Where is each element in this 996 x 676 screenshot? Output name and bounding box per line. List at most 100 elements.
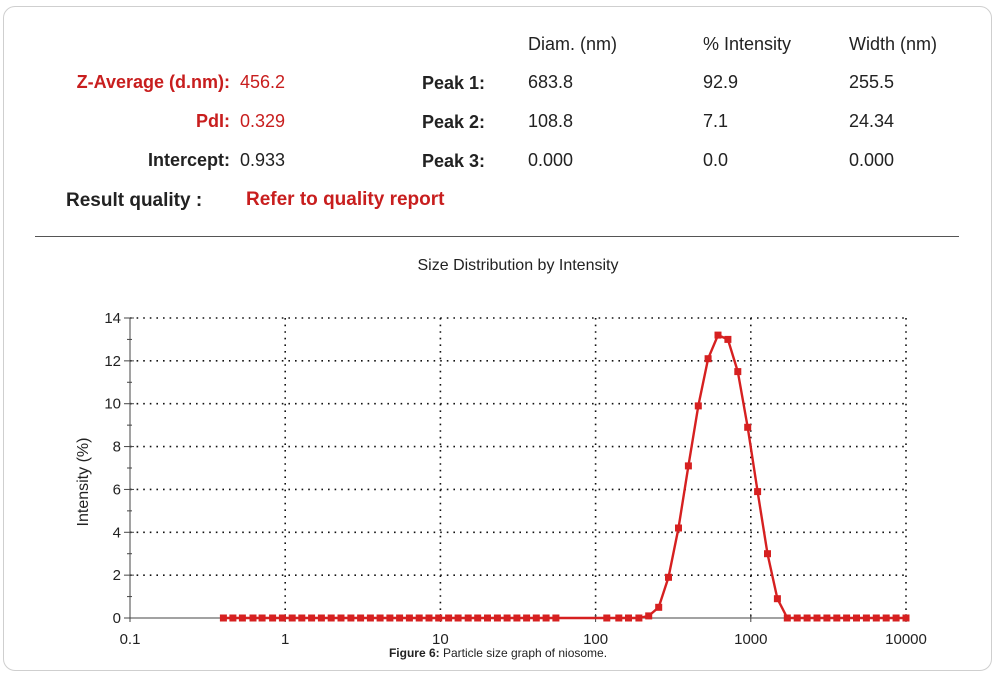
data-point <box>744 423 752 431</box>
data-point <box>288 614 296 622</box>
x-tick-label: 10 <box>432 631 449 648</box>
data-point <box>635 614 643 622</box>
y-tick-label: 8 <box>113 439 121 456</box>
data-point <box>882 614 890 622</box>
data-point <box>238 614 246 622</box>
caption-prefix: Figure 6: <box>388 646 440 660</box>
peak-3-intensity: 0.0 <box>703 150 729 170</box>
result-quality-label: Result quality : <box>66 190 203 211</box>
data-point <box>803 614 811 622</box>
data-point <box>229 614 237 622</box>
peak-1-label: Peak 1: <box>421 73 485 93</box>
intercept-value: 0.933 <box>240 150 286 170</box>
pdi-value: 0.329 <box>240 111 286 131</box>
peak-2-diam: 108.8 <box>528 111 574 131</box>
data-point <box>357 614 365 622</box>
col-header-intensity: % Intensity <box>703 34 792 54</box>
data-point <box>219 614 227 622</box>
data-point <box>415 614 423 622</box>
y-tick-label: 6 <box>113 481 121 498</box>
data-point <box>435 614 443 622</box>
x-tick-label: 100 <box>583 631 608 648</box>
data-point <box>337 614 345 622</box>
data-point <box>552 614 560 622</box>
data-point <box>694 402 702 410</box>
data-point <box>724 335 732 343</box>
peak-2-label: Peak 2: <box>421 112 485 132</box>
data-point <box>684 462 692 470</box>
data-point <box>793 614 801 622</box>
data-point <box>645 612 653 620</box>
data-point <box>347 614 355 622</box>
data-point <box>396 614 404 622</box>
y-tick-label: 0 <box>113 610 121 627</box>
data-point <box>376 614 384 622</box>
y-tick-label: 4 <box>113 524 121 541</box>
figure-frame <box>3 6 992 671</box>
data-point <box>503 614 511 622</box>
data-point <box>493 614 501 622</box>
y-tick-label: 12 <box>104 353 121 370</box>
data-point <box>675 524 682 532</box>
data-point <box>734 368 742 376</box>
data-point <box>603 614 611 622</box>
section-divider <box>35 236 959 237</box>
peak-3-width: 0.000 <box>849 150 895 170</box>
data-point <box>823 614 831 622</box>
data-point <box>258 614 266 622</box>
peak-1-diam: 683.8 <box>528 72 574 92</box>
data-point <box>704 355 712 363</box>
x-tick-label: 10000 <box>885 631 927 648</box>
data-point <box>862 614 870 622</box>
data-point <box>764 550 771 558</box>
data-point <box>298 614 306 622</box>
data-point <box>892 614 900 622</box>
data-point <box>513 614 521 622</box>
x-tick-label: 0.1 <box>120 631 141 648</box>
data-point <box>454 614 462 622</box>
data-point <box>833 614 841 622</box>
data-point <box>327 614 335 622</box>
x-tick-label: 1 <box>281 631 289 648</box>
result-quality-value: Refer to quality report <box>246 189 445 210</box>
z-average-label: Z-Average (d.nm): <box>76 72 230 92</box>
y-tick-label: 2 <box>113 567 121 584</box>
col-header-width: Width (nm) <box>849 34 938 54</box>
caption-text: Particle size graph of niosome. <box>439 646 608 660</box>
peak-1-intensity: 92.9 <box>703 72 739 92</box>
data-point <box>773 595 781 603</box>
data-point <box>783 614 791 622</box>
y-tick-label: 14 <box>104 310 121 327</box>
peak-3-label: Peak 3: <box>421 151 485 171</box>
peak-2-width: 24.34 <box>849 111 895 131</box>
data-point <box>464 614 472 622</box>
y-axis-label: Intensity (%) <box>75 438 92 527</box>
data-point <box>872 614 880 622</box>
data-point <box>386 614 394 622</box>
data-point <box>317 614 325 622</box>
y-tick-label: 10 <box>104 396 121 413</box>
data-point <box>665 573 672 581</box>
data-point <box>615 614 623 622</box>
peak-1-width: 255.5 <box>849 72 895 92</box>
x-tick-label: 1000 <box>734 631 767 648</box>
data-point <box>843 614 851 622</box>
data-point <box>474 614 482 622</box>
data-point <box>714 331 722 339</box>
data-point <box>902 614 910 622</box>
intercept-label: Intercept: <box>147 150 230 170</box>
data-point <box>542 614 550 622</box>
data-point <box>853 614 860 622</box>
peak-3-diam: 0.000 <box>528 150 574 170</box>
data-point <box>523 614 531 622</box>
peak-2-intensity: 7.1 <box>703 111 729 131</box>
data-point <box>625 614 632 622</box>
data-point <box>278 614 286 622</box>
data-point <box>532 614 540 622</box>
figure-caption: Figure 6: Particle size graph of niosome… <box>0 646 996 660</box>
data-point <box>269 614 277 622</box>
data-point <box>425 614 433 622</box>
data-point <box>445 614 453 622</box>
chart-title: Size Distribution by Intensity <box>418 257 619 274</box>
